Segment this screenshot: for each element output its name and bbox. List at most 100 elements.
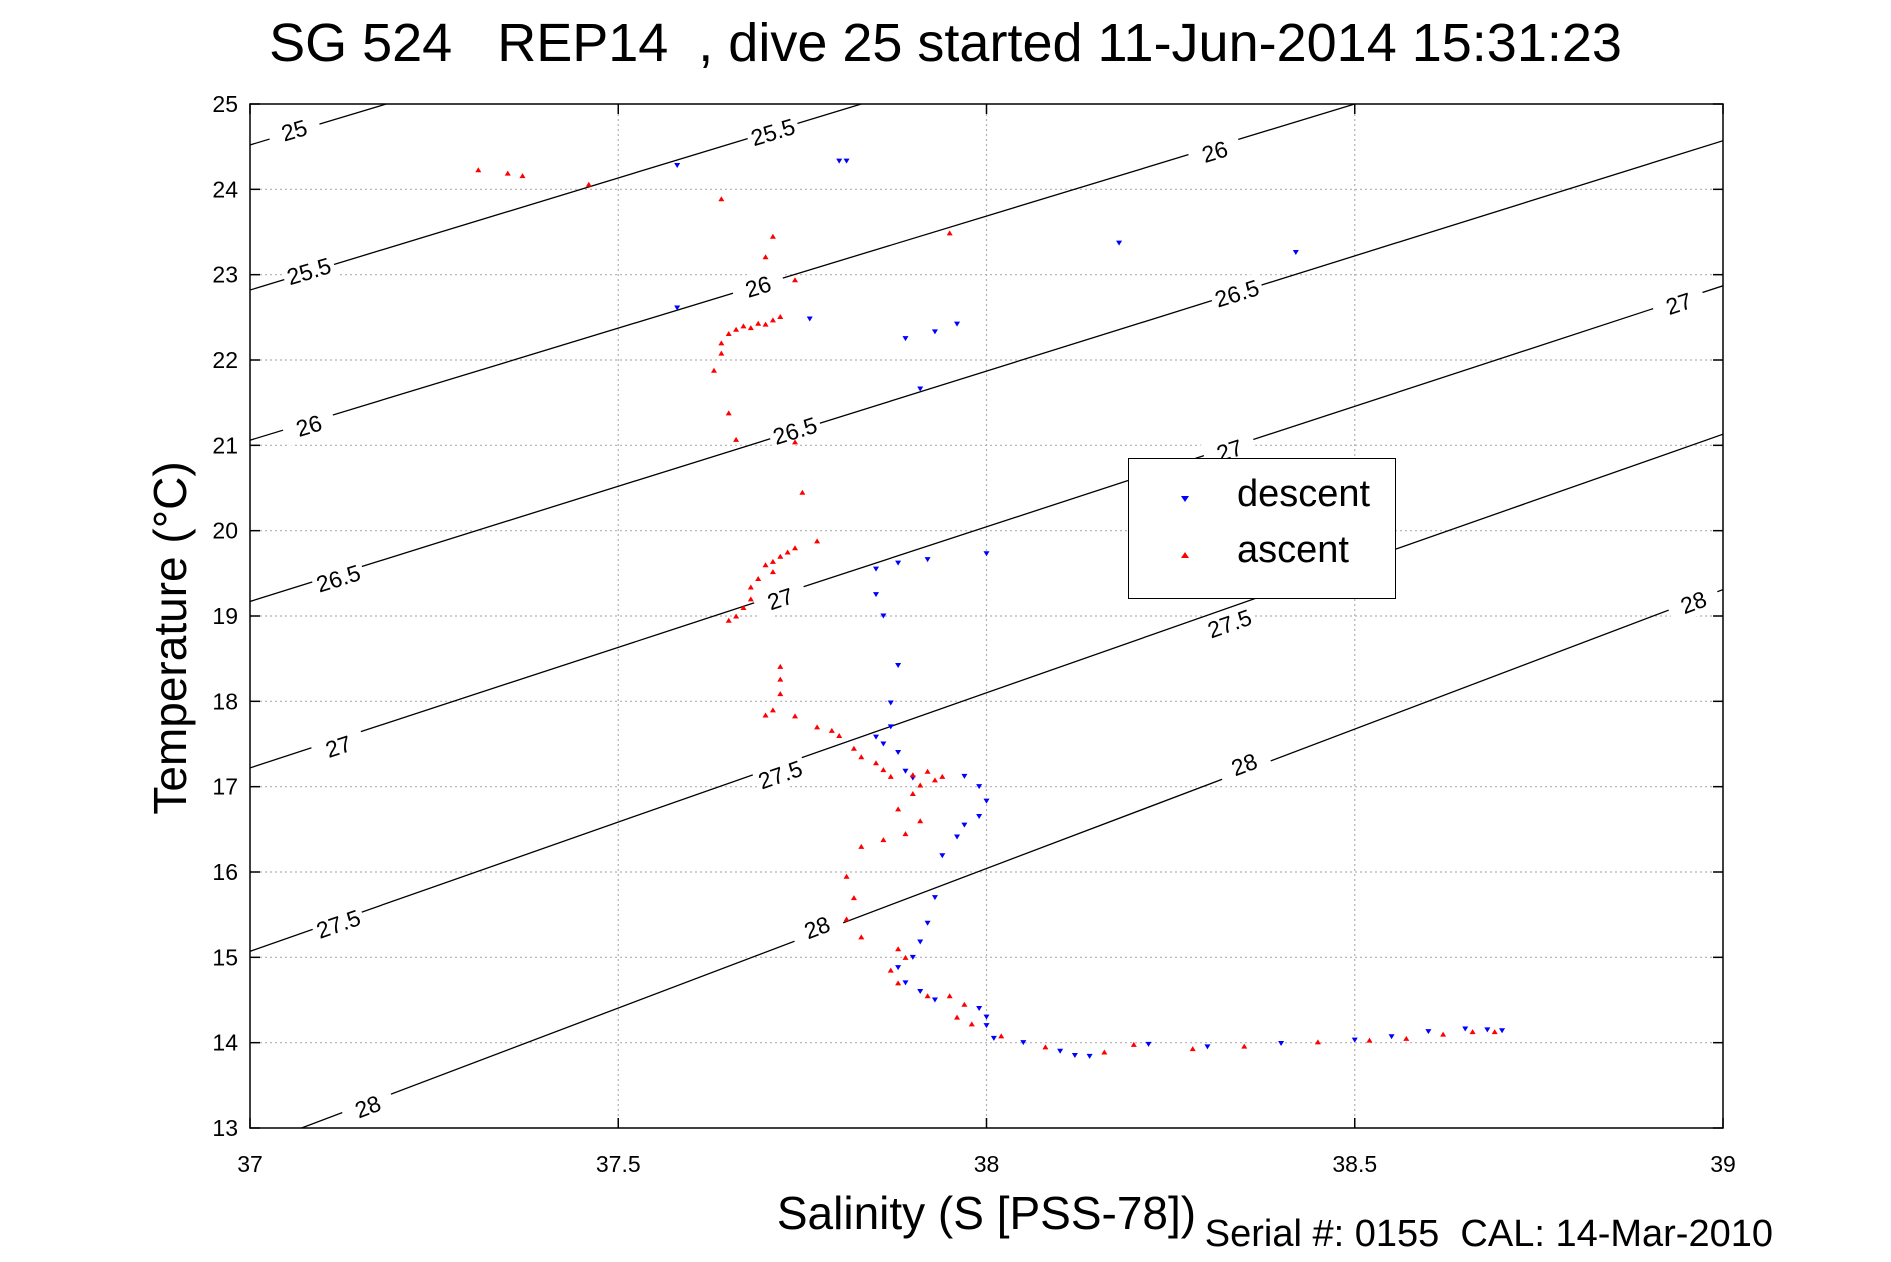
y-axis-label: Temperature (°C) [144,461,196,815]
contour-label-background [1664,580,1723,625]
descent-point [880,613,887,619]
ascent-point [858,934,865,940]
ascent-point [1241,1043,1248,1049]
descent-point [983,1014,990,1020]
descent-point [674,162,681,168]
descent-point [1292,249,1299,255]
descent-point [931,997,938,1003]
ascent-point [777,676,784,682]
ascent-point [718,350,725,356]
ascent-point [1403,1035,1410,1041]
ascent-point [880,837,887,843]
descent-point [954,321,961,327]
ascent-point [740,604,747,610]
descent-point [1116,240,1123,246]
x-tick-label: 39 [1710,1151,1736,1177]
ascent-point [909,772,916,778]
contour-label-background [1185,130,1244,173]
ascent-point [769,233,776,239]
descent-point [887,700,894,706]
contour-label-background [1215,742,1274,787]
descent-point [902,980,909,986]
ascent-point [887,773,894,779]
ascent-point [769,317,776,323]
chart-title: SG 524 REP14 , dive 25 started 11-Jun-20… [269,13,1622,73]
descent-point [954,834,961,840]
ascent-point [725,410,732,416]
y-tick-label: 13 [212,1115,238,1141]
y-tick-label: 14 [212,1030,238,1056]
descent-point [1388,1034,1395,1040]
contour-label-background [751,577,810,621]
descent-point [990,1035,997,1041]
descent-point [1086,1053,1093,1059]
ascent-point [755,320,762,326]
descent-point [902,768,909,774]
descent-point [1145,1041,1152,1047]
y-tick-label: 23 [212,262,238,288]
ascent-point [747,584,754,590]
ascent-point [828,727,835,733]
ascent-point [1469,1029,1476,1035]
ascent-point [939,773,946,779]
ascent-point [902,954,909,960]
descent-point [873,566,880,572]
ascent-point [931,777,938,783]
ascent-point [740,323,747,329]
y-tick-label: 18 [212,688,238,714]
descent-point [1071,1052,1078,1058]
ascent-point [909,790,916,796]
descent-point [931,895,938,901]
y-tick-label: 20 [212,518,238,544]
ascent-point [946,993,953,999]
descent-point [1057,1048,1064,1054]
ascent-point [762,321,769,327]
y-tick-label: 19 [212,603,238,629]
descent-point [909,954,916,960]
x-tick-label: 37.5 [596,1151,641,1177]
ascent-point [954,1014,961,1020]
descent-point [1462,1026,1469,1032]
ascent-point [917,782,924,788]
descent-point [895,662,902,668]
serial-calibration-note: Serial #: 0155 CAL: 14-Mar-2010 [1204,1213,1773,1255]
contour-label-background [279,250,338,293]
data-points [475,158,1506,1059]
descent-point [836,158,843,164]
y-tick-label: 17 [212,774,238,800]
ascent-point [733,613,740,619]
ascent-point [1189,1046,1196,1052]
axis-ticks: 37 37.5 38 38.5 39 13 14 15 16 17 18 19 20 21 22 23 24 25 [212,91,1735,1177]
contour-label-background [1649,282,1708,326]
y-tick-label: 24 [212,176,238,202]
x-tick-label: 37 [237,1151,263,1177]
descent-point [1425,1029,1432,1035]
x-tick-label: 38 [974,1151,1000,1177]
ascent-point [836,732,843,738]
ascent-point [998,1033,1005,1039]
ascent-point [902,831,909,837]
ascent-point [725,617,732,623]
descent-point [674,305,681,311]
ascent-point [718,196,725,202]
ascent-point [784,549,791,555]
descent-point [917,988,924,994]
ascent-point [850,745,857,751]
descent-point [961,773,968,779]
descent-point [1499,1028,1506,1034]
ascent-point [755,575,762,581]
triangle-up-icon [1181,552,1189,558]
ascent-point [792,713,799,719]
ascent-point [843,916,850,922]
descent-point [939,853,946,859]
contour-label-background [1207,272,1266,315]
ascent-point [519,173,526,179]
density-contour-line [250,433,1723,952]
contour-label-background [787,905,847,950]
ascent-point [1366,1037,1373,1043]
x-tick-label: 38.5 [1332,1151,1377,1177]
descent-point [873,734,880,740]
ascent-point [858,754,865,760]
descent-point [1204,1044,1211,1050]
descent-point [976,814,983,820]
